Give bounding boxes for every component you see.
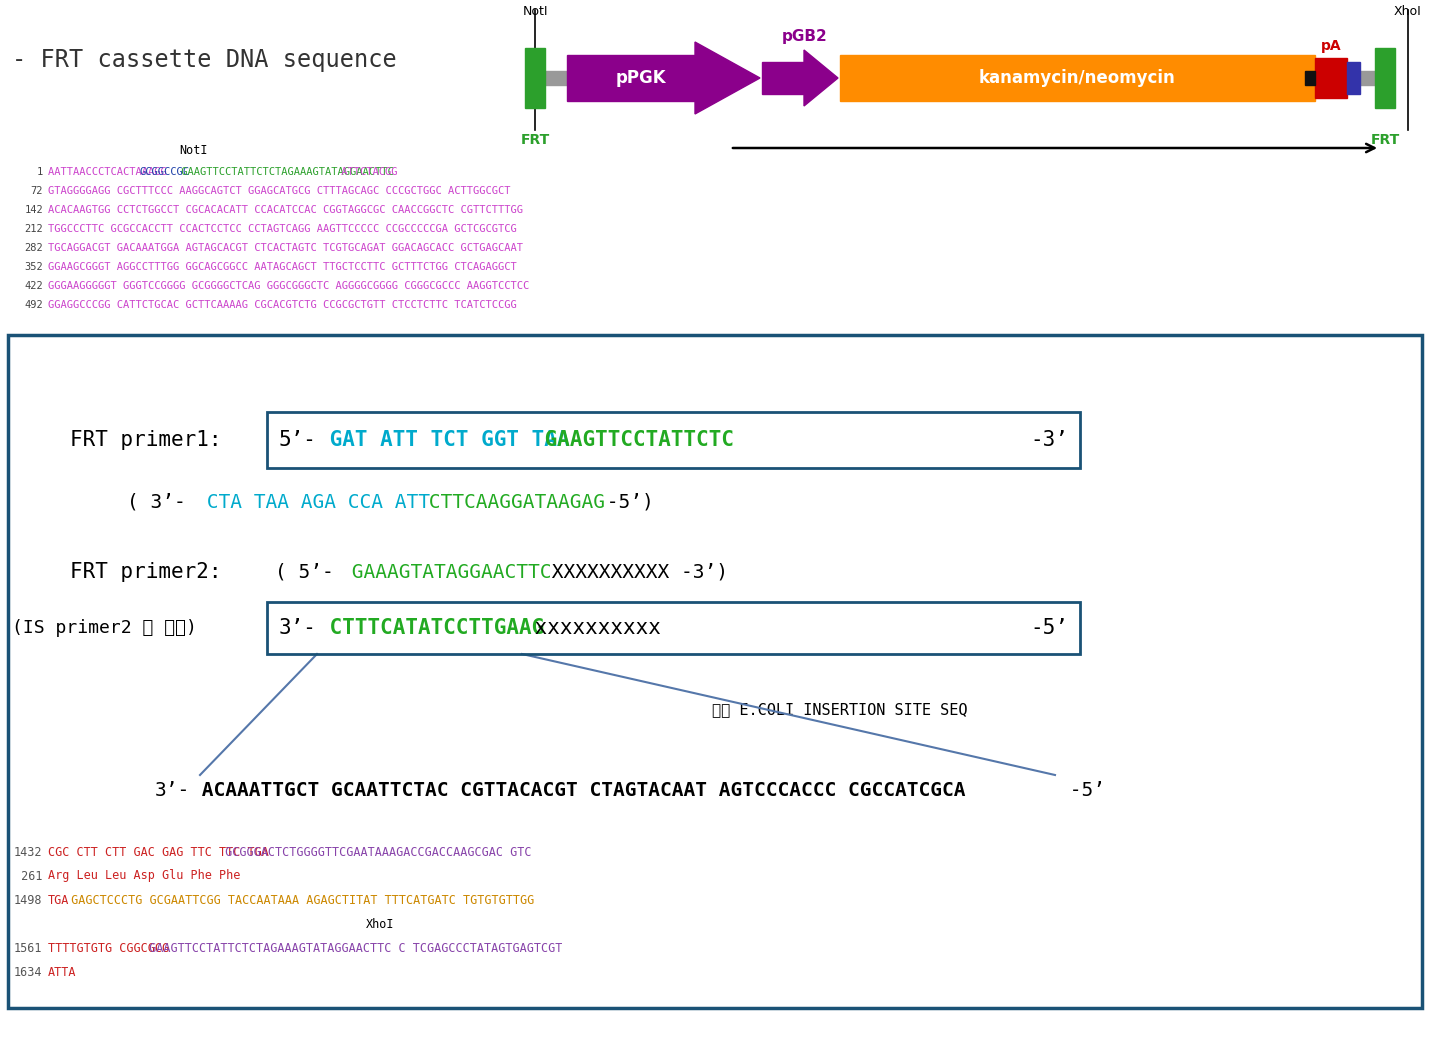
Text: ATTA: ATTA [49,965,76,979]
Text: GAAGTTCCTATTCTC: GAAGTTCCTATTCTC [532,430,734,450]
Text: NotI: NotI [179,144,207,157]
Bar [525,48,545,108]
Text: GCGGCCGC: GCGGCCGC [139,167,189,177]
Bar [267,412,1080,468]
Text: ( 3’-: ( 3’- [127,492,186,512]
Text: 212: 212 [24,224,43,234]
Bar [762,62,804,94]
Text: -5’: -5’ [1030,618,1068,638]
Bar [839,55,1316,101]
Text: 뒤쪽 E.COLI INSERTION SITE SEQ: 뒤쪽 E.COLI INSERTION SITE SEQ [712,703,968,717]
Text: 1432: 1432 [13,846,41,858]
Text: -5’: -5’ [1058,781,1105,799]
Text: XXXXXXXXXX -3’): XXXXXXXXXX -3’) [541,563,728,581]
Bar [1376,48,1396,108]
Text: GCGGGACTCTGGGGTTCGAATAAAGACCGACCAAGCGAC GTC: GCGGGACTCTGGGGTTCGAATAAAGACCGACCAAGCGAC … [219,846,532,858]
Text: 72: 72 [30,186,43,196]
Text: 1561: 1561 [13,941,41,955]
Text: 261: 261 [13,870,41,882]
Text: CTA TAA AGA CCA ATT: CTA TAA AGA CCA ATT [194,492,430,512]
Text: CTTTCATATCCTTGAAG: CTTTCATATCCTTGAAG [317,618,545,638]
Text: -5’): -5’) [595,492,654,512]
Text: ACAAATTGCT GCAATTCTAC CGTTACACGT CTAGTACAAT AGTCCCACCC CGCCATCGCA: ACAAATTGCT GCAATTCTAC CGTTACACGT CTAGTAC… [190,781,965,799]
Text: (IS primer2 와 같음): (IS primer2 와 같음) [11,619,197,637]
Bar [9,335,1421,1008]
Text: NotI: NotI [522,5,548,18]
Text: 352: 352 [24,262,43,272]
Text: TGA: TGA [49,894,70,906]
Text: 492: 492 [24,300,43,310]
Text: FRT primer1:: FRT primer1: [70,430,222,450]
Text: GAAAGTATAGGAACTTC: GAAAGTATAGGAACTTC [340,563,552,581]
Text: XhoI: XhoI [1394,5,1421,18]
Text: kanamycin/neomycin: kanamycin/neomycin [980,69,1175,87]
Text: Arg Leu Leu Asp Glu Phe Phe: Arg Leu Leu Asp Glu Phe Phe [49,870,240,882]
Text: GTAGGGGAGG CGCTTTCCC AAGGCAGTCT GGAGCATGCG CTTTAGCAGC CCCGCTGGC ACTTGGCGCT: GTAGGGGAGG CGCTTTCCC AAGGCAGTCT GGAGCATG… [49,186,511,196]
Text: pGB2: pGB2 [782,29,828,44]
Text: 3’-: 3’- [279,618,317,638]
Text: 142: 142 [24,204,43,215]
Text: 1498: 1498 [13,894,41,906]
Text: CGC CTT CTT GAC GAG TTC TTC TGA: CGC CTT CTT GAC GAG TTC TTC TGA [49,846,269,858]
Text: ATTCTACGG: ATTCTACGG [335,167,398,177]
Text: FRT: FRT [521,133,549,147]
Text: GAAGTTCCTATTCTCTAGAAAGTATAGGAACTTC: GAAGTTCCTATTCTCTAGAAAGTATAGGAACTTC [176,167,395,177]
Bar [568,55,695,101]
Bar [1306,71,1316,85]
Text: TGGCCCTTC GCGCCACCTT CCACTCCTCC CCTAGTCAGG AAGTTCCCCC CCGCCCCCGA GCTCGCGTCG: TGGCCCTTC GCGCCACCTT CCACTCCTCC CCTAGTCA… [49,224,516,234]
Text: 1: 1 [37,167,43,177]
Text: GAGCTCCCTG GCGAATTCGG TACCAATAAA AGAGCTITAT TTTCATGATC TGTGTGTTGG: GAGCTCCCTG GCGAATTCGG TACCAATAAA AGAGCTI… [64,894,535,906]
Text: xxxxxxxxxx: xxxxxxxxxx [522,618,661,638]
Text: CTTCAAGGATAAGAG: CTTCAAGGATAAGAG [418,492,605,512]
Text: ( 5’-: ( 5’- [275,563,333,581]
Text: GAAGTTCCTATTCTCTAGAAAGTATAGGAACTTC C TCGAGCCCTATAGTGAGTCGT: GAAGTTCCTATTCTCTAGAAAGTATAGGAACTTC C TCG… [142,941,562,955]
Text: pA: pA [1321,39,1341,53]
Text: FRT: FRT [1370,133,1400,147]
Text: AATTAACCCTCACTAAAGG: AATTAACCCTCACTAAAGG [49,167,173,177]
Polygon shape [695,42,759,114]
Text: GAT ATT TCT GGT TAA: GAT ATT TCT GGT TAA [317,430,569,450]
Bar [1347,62,1360,94]
Text: 1634: 1634 [13,965,41,979]
Text: GGGAAGGGGGT GGGTCCGGGG GCGGGGCTCAG GGGCGGGCTC AGGGGCGGGG CGGGCGCCC AAGGTCCTCC: GGGAAGGGGGT GGGTCCGGGG GCGGGGCTCAG GGGCG… [49,281,529,291]
Bar [1360,71,1376,85]
Text: XhoI: XhoI [366,918,395,930]
Text: FRT primer2:: FRT primer2: [70,562,222,582]
Bar [267,602,1080,654]
Text: TGCAGGACGT GACAAATGGA AGTAGCACGT CTCACTAGTC TCGTGCAGAT GGACAGCACC GCTGAGCAAT: TGCAGGACGT GACAAATGGA AGTAGCACGT CTCACTA… [49,243,523,253]
Text: - FRT cassette DNA sequence: - FRT cassette DNA sequence [11,48,396,72]
Bar [1316,58,1347,98]
Text: ACACAAGTGG CCTCTGGCCT CGCACACATT CCACATCCAC CGGTAGGCGC CAACCGGCTC CGTTCTTTGG: ACACAAGTGG CCTCTGGCCT CGCACACATT CCACATC… [49,204,523,215]
Polygon shape [804,50,838,106]
Text: 5’-: 5’- [279,430,317,450]
Text: -3’: -3’ [1030,430,1068,450]
Text: TTTTGTGTG CGGCGCG: TTTTGTGTG CGGCGCG [49,941,169,955]
Text: GGAGGCCCGG CATTCTGCAC GCTTCAAAAG CGCACGTCTG CCGCGCTGTT CTCCTCTTC TCATCTCCGG: GGAGGCCCGG CATTCTGCAC GCTTCAAAAG CGCACGT… [49,300,516,310]
Text: 422: 422 [24,281,43,291]
Bar [545,71,568,85]
Text: GGAAGCGGGT AGGCCTTTGG GGCAGCGGCC AATAGCAGCT TTGCTCCTTC GCTTTCTGG CTCAGAGGCT: GGAAGCGGGT AGGCCTTTGG GGCAGCGGCC AATAGCA… [49,262,516,272]
Text: pPGK: pPGK [616,69,666,87]
Text: 3’-: 3’- [154,781,190,799]
Text: 282: 282 [24,243,43,253]
